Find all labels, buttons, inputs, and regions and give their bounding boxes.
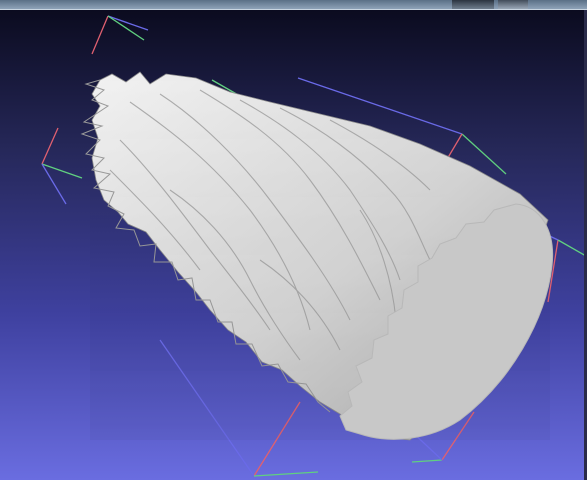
toolbar-layer-thumbnail[interactable] [452,0,494,9]
mesh-cross-section-cap [339,203,554,440]
scene-canvas[interactable] [0,10,587,480]
bbox-corner-top-left [91,15,149,55]
toolbar-layer-thumbnail-2[interactable] [498,0,528,9]
toolbar-strip [0,0,587,10]
3d-viewport[interactable] [0,10,587,480]
bbox-corner-left [41,127,83,205]
viewport-border [584,10,587,480]
